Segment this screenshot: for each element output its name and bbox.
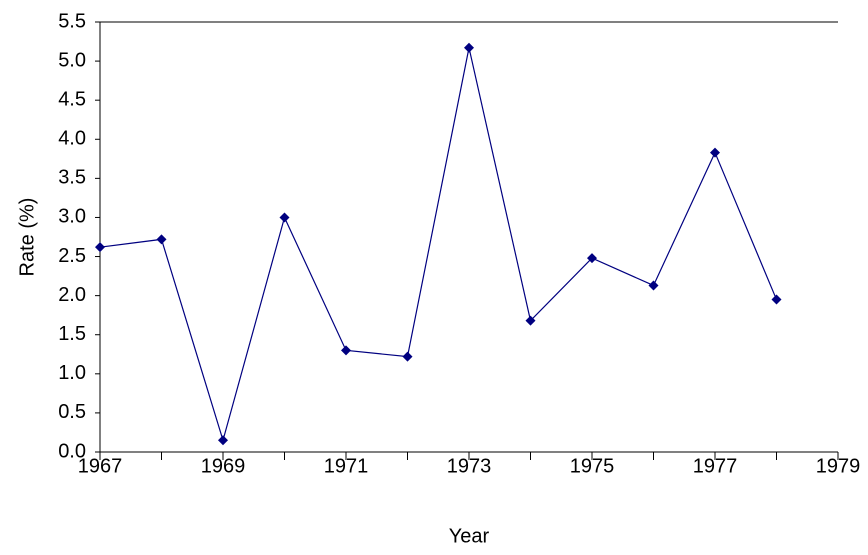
marker (710, 148, 720, 158)
y-tick-label: 3.0 (58, 206, 86, 228)
y-tick-label: 5.5 (58, 10, 86, 32)
marker (464, 43, 474, 53)
y-tick-label: 1.0 (58, 362, 86, 384)
y-tick-label: 4.5 (58, 88, 86, 110)
marker (280, 212, 290, 222)
x-axis-label: Year (449, 525, 490, 547)
marker (341, 345, 351, 355)
y-tick-label: 2.0 (58, 284, 86, 306)
marker (95, 242, 105, 252)
marker (403, 352, 413, 362)
y-tick-label: 3.5 (58, 167, 86, 189)
page: Year Rate (%) 0.00.51.01.52.02.53.03.54.… (0, 0, 868, 555)
chart: Year Rate (%) 0.00.51.01.52.02.53.03.54.… (0, 0, 868, 555)
series-line (100, 48, 777, 440)
y-tick-label: 0.5 (58, 401, 86, 423)
marker (649, 280, 659, 290)
y-tick-label: 5.0 (58, 49, 86, 71)
y-tick-label: 4.0 (58, 128, 86, 150)
y-tick-label: 1.5 (58, 323, 86, 345)
marker (218, 435, 228, 445)
y-tick-label: 2.5 (58, 245, 86, 267)
marker (772, 295, 782, 305)
y-axis-label: Rate (%) (16, 198, 38, 277)
marker (157, 234, 167, 244)
